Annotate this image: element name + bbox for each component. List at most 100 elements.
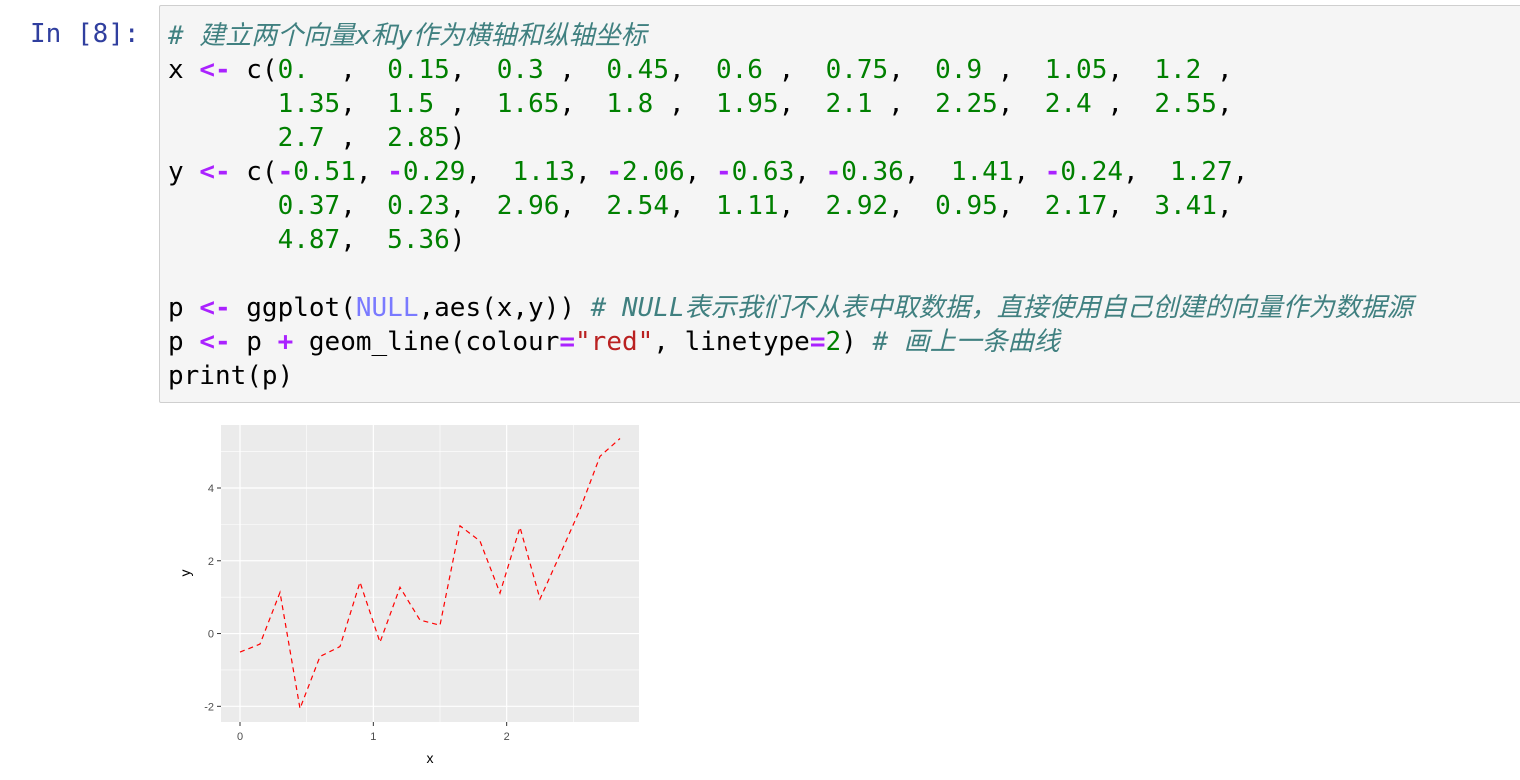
code-token: , linetype xyxy=(653,327,810,357)
code-line: y <- c(-0.51, -0.29, 1.13, -2.06, -0.63,… xyxy=(168,155,1413,189)
code-token: , xyxy=(1233,157,1249,187)
code-token: 0.45 xyxy=(606,55,669,85)
x-tick-label: 0 xyxy=(237,731,243,743)
panel-background xyxy=(221,425,639,722)
code-token: , xyxy=(559,191,606,221)
code-token: , xyxy=(779,89,826,119)
code-token: 0.15 xyxy=(387,55,450,85)
code-token: ggplot( xyxy=(231,293,356,323)
code-line: 4.87, 5.36) xyxy=(168,223,1413,257)
code-token: , xyxy=(1217,89,1233,119)
code-token: 2.7 xyxy=(278,123,325,153)
code-token: 2.85 xyxy=(387,123,450,153)
code-token: <- xyxy=(199,327,230,357)
code-token: , xyxy=(888,55,935,85)
x-tick-label: 2 xyxy=(504,731,510,743)
code-token: <- xyxy=(199,157,230,187)
code-token: 3.41 xyxy=(1154,191,1217,221)
code-token: , xyxy=(669,191,716,221)
code-token xyxy=(168,89,278,119)
code-token xyxy=(168,191,278,221)
code-line: 1.35, 1.5 , 1.65, 1.8 , 1.95, 2.1 , 2.25… xyxy=(168,87,1413,121)
y-tick-label: 4 xyxy=(208,483,214,495)
code-token: <- xyxy=(199,55,230,85)
code-token: ) xyxy=(841,327,872,357)
code-token: + xyxy=(278,327,294,357)
code-token: 2.17 xyxy=(1045,191,1108,221)
code-token: , xyxy=(653,89,716,119)
code-line: p <- p + geom_line(colour="red", linetyp… xyxy=(168,325,1413,359)
code-token: 2.96 xyxy=(497,191,560,221)
code-token: 0.75 xyxy=(826,55,889,85)
code-token: 2.54 xyxy=(606,191,669,221)
code-token: 0. xyxy=(278,55,309,85)
code-token: 0.24 xyxy=(1060,157,1123,187)
code-token: - xyxy=(606,157,622,187)
code-line: 2.7 , 2.85) xyxy=(168,121,1413,155)
code-token: , xyxy=(325,123,388,153)
y-axis-label: y xyxy=(177,570,193,577)
code-token: print(p) xyxy=(168,361,293,391)
code-token: 1.13 xyxy=(512,157,575,187)
code-token: 5.36 xyxy=(387,225,450,255)
code-token: 1.05 xyxy=(1045,55,1108,85)
code-token: c( xyxy=(231,55,278,85)
code-token: , xyxy=(1107,191,1154,221)
code-token: , xyxy=(340,191,387,221)
code-token: , xyxy=(763,55,826,85)
code-token: , xyxy=(1107,55,1154,85)
code-token: 0.51 xyxy=(293,157,356,187)
code-token: 2.1 xyxy=(826,89,873,119)
code-token xyxy=(168,225,278,255)
code-token: 1.5 xyxy=(387,89,434,119)
code-line: 0.37, 0.23, 2.96, 2.54, 1.11, 2.92, 0.95… xyxy=(168,189,1413,223)
code-token: 0.63 xyxy=(732,157,795,187)
code-token: 2.92 xyxy=(826,191,889,221)
code-token: 2.06 xyxy=(622,157,685,187)
code-token: geom_line(colour xyxy=(293,327,559,357)
code-token: , xyxy=(340,89,387,119)
code-line: print(p) xyxy=(168,359,1413,393)
code-token: c( xyxy=(231,157,278,187)
code-token: - xyxy=(387,157,403,187)
code-token: # 建立两个向量x和y作为横轴和纵轴坐标 xyxy=(168,21,647,51)
code-token: y xyxy=(168,157,199,187)
code-token: = xyxy=(810,327,826,357)
code-line: # 建立两个向量x和y作为横轴和纵轴坐标 xyxy=(168,19,1413,53)
code-token: 1.35 xyxy=(278,89,341,119)
code-token: ,aes(x,y)) xyxy=(418,293,590,323)
code-token: p xyxy=(168,293,199,323)
code-token: 2.55 xyxy=(1154,89,1217,119)
code-token: , xyxy=(888,191,935,221)
code-token: NULL xyxy=(356,293,419,323)
code-token: , xyxy=(1092,89,1155,119)
code-token: , xyxy=(1013,157,1044,187)
code-token: ) xyxy=(450,225,466,255)
code-token: , xyxy=(685,157,716,187)
code-token: 2.4 xyxy=(1045,89,1092,119)
code-token: , xyxy=(669,55,716,85)
code-token: , xyxy=(356,157,387,187)
code-token: 0.95 xyxy=(935,191,998,221)
code-token: - xyxy=(278,157,294,187)
code-token: 1.11 xyxy=(716,191,779,221)
y-tick-label: -2 xyxy=(204,701,214,713)
code-token: , xyxy=(794,157,825,187)
code-token xyxy=(168,123,278,153)
code-token: 1.95 xyxy=(716,89,779,119)
code-token: p xyxy=(168,327,199,357)
code-token: , xyxy=(309,55,387,85)
code-token: , xyxy=(559,89,606,119)
code-token: 1.8 xyxy=(606,89,653,119)
code-token: - xyxy=(1045,157,1061,187)
code-line: x <- c(0. , 0.15, 0.3 , 0.45, 0.6 , 0.75… xyxy=(168,53,1413,87)
code-token: , xyxy=(779,191,826,221)
code-token: # 画上一条曲线 xyxy=(872,327,1059,357)
x-tick-label: 1 xyxy=(370,731,376,743)
code-token: , xyxy=(1217,191,1233,221)
code-token: # NULL表示我们不从表中取数据，直接使用自己创建的向量作为数据源 xyxy=(591,293,1413,323)
code-token: , xyxy=(982,55,1045,85)
